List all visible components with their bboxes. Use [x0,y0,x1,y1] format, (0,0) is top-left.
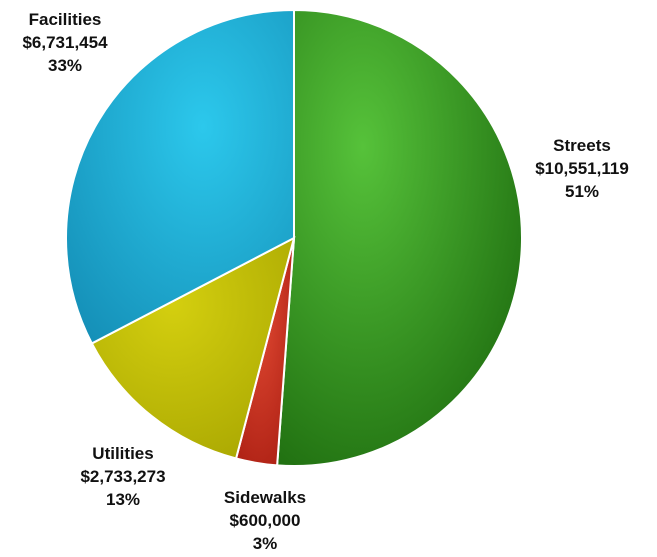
label-facilities-value: $6,731,454 [22,33,108,52]
label-sidewalks-percent: 3% [252,534,278,553]
slice-streets [276,8,523,467]
label-facilities-name: Facilities [28,10,102,29]
label-sidewalks-name: Sidewalks [223,488,307,507]
label-facilities: Facilities $6,731,454 33% [2,8,128,77]
slice-utilities [90,236,296,460]
label-sidewalks: Sidewalks $600,000 3% [200,486,330,555]
label-utilities-value: $2,733,273 [80,467,166,486]
label-utilities-name: Utilities [92,444,154,463]
label-streets-name: Streets [553,136,611,155]
pie-slices [65,8,523,467]
label-streets-percent: 51% [564,182,600,201]
label-utilities-percent: 13% [105,490,141,509]
label-facilities-percent: 33% [47,56,83,75]
slice-facilities [65,8,295,345]
label-streets: Streets $10,551,119 51% [512,134,652,203]
label-streets-value: $10,551,119 [535,159,629,178]
label-sidewalks-value: $600,000 [229,511,301,530]
label-utilities: Utilities $2,733,273 13% [58,442,188,511]
